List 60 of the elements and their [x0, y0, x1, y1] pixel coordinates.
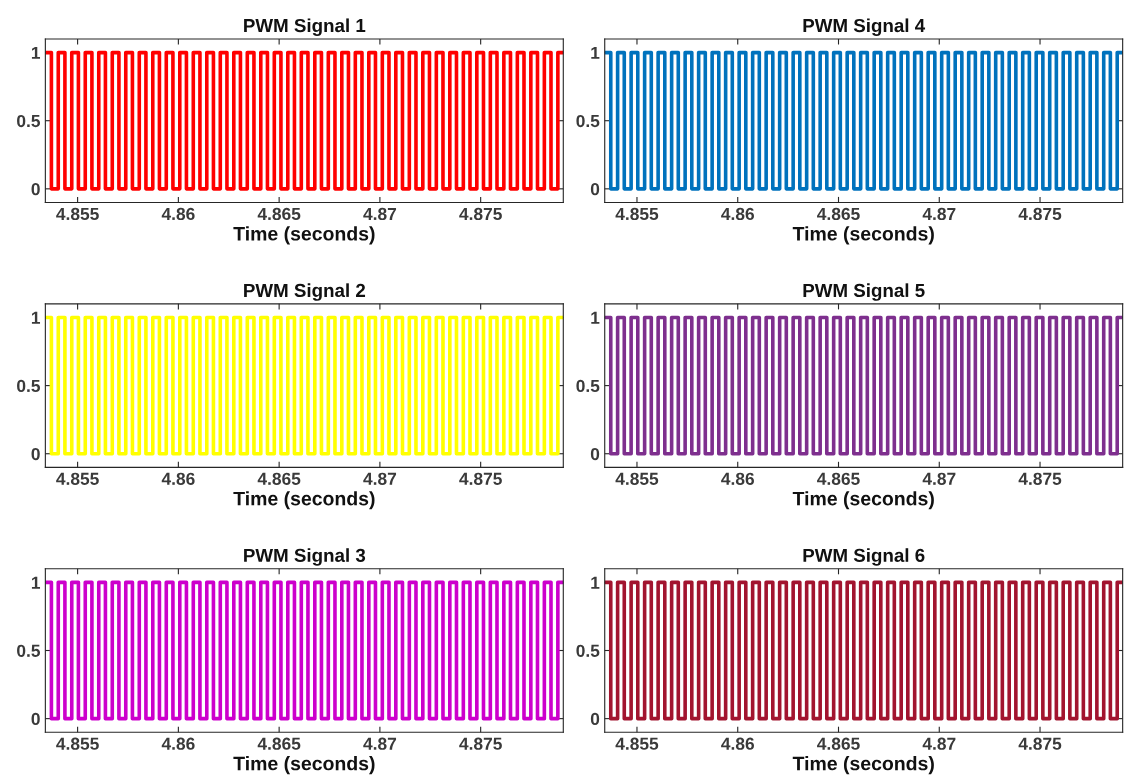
- x-tick-label: 4.875: [459, 207, 502, 221]
- chart-title: PWM Signal 3: [244, 548, 366, 566]
- y-tick-label: 0.5: [17, 644, 41, 657]
- x-tick-label: 4.87: [922, 737, 956, 750]
- y-tick-label: 0: [590, 447, 600, 461]
- x-axis-title: Time (seconds): [233, 226, 375, 245]
- x-tick-label: 4.87: [922, 472, 956, 485]
- x-tick-label: 4.865: [817, 472, 860, 485]
- x-tick-label: 4.87: [363, 737, 397, 750]
- y-tick-label: 1: [591, 46, 600, 59]
- x-axis-title: Time (seconds): [233, 756, 375, 775]
- x-tick-label: 4.87: [363, 472, 397, 485]
- x-tick-label: 4.855: [56, 472, 99, 485]
- y-tick-label: 1: [591, 576, 600, 589]
- x-tick-label: 4.86: [721, 207, 755, 221]
- y-tick-label: 0: [31, 447, 40, 461]
- x-tick-label: 4.865: [817, 737, 860, 750]
- y-tick-label: 0.5: [576, 379, 600, 393]
- x-tick-label: 4.875: [459, 472, 502, 485]
- chart-title: PWM Signal 1: [244, 18, 366, 36]
- x-tick-label: 4.86: [721, 472, 755, 485]
- x-tick-label: 4.875: [1018, 737, 1062, 750]
- x-tick-label: 4.855: [615, 737, 659, 750]
- x-axis-title: Time (seconds): [792, 226, 934, 245]
- y-tick-label: 0.5: [576, 114, 600, 128]
- chart-title: PWM Signal 6: [803, 548, 925, 566]
- x-axis-title: Time (seconds): [233, 491, 375, 510]
- x-tick-label: 4.86: [161, 207, 195, 221]
- y-tick-label: 0.5: [17, 114, 41, 128]
- x-tick-label: 4.865: [257, 207, 301, 221]
- x-tick-label: 4.875: [459, 737, 502, 750]
- x-tick-label: 4.865: [257, 737, 301, 750]
- x-tick-label: 4.865: [257, 472, 301, 485]
- y-tick-label: 0: [31, 183, 40, 196]
- y-tick-label: 0: [31, 712, 40, 726]
- y-tick-label: 0.5: [17, 379, 41, 393]
- x-tick-label: 4.855: [56, 207, 99, 221]
- x-tick-label: 4.87: [922, 207, 956, 221]
- x-tick-label: 4.875: [1018, 472, 1062, 485]
- chart-title: PWM Signal 4: [803, 18, 926, 36]
- x-axis-title: Time (seconds): [792, 491, 934, 510]
- x-tick-label: 4.855: [615, 207, 659, 221]
- y-tick-label: 0: [590, 712, 600, 726]
- chart-title: PWM Signal 2: [244, 283, 366, 301]
- x-axis-title: Time (seconds): [792, 756, 934, 775]
- y-tick-label: 1: [31, 576, 41, 589]
- x-tick-label: 4.86: [161, 737, 195, 750]
- x-tick-label: 4.86: [161, 472, 195, 485]
- x-tick-label: 4.86: [721, 737, 755, 750]
- x-tick-label: 4.875: [1018, 207, 1062, 221]
- y-tick-label: 1: [31, 46, 41, 59]
- x-tick-label: 4.87: [363, 207, 397, 221]
- y-tick-label: 0: [590, 183, 600, 196]
- y-tick-label: 0.5: [576, 644, 600, 657]
- x-tick-label: 4.855: [615, 472, 659, 485]
- x-tick-label: 4.855: [56, 737, 99, 750]
- y-tick-label: 1: [31, 311, 41, 324]
- x-tick-label: 4.865: [817, 207, 860, 221]
- chart-title: PWM Signal 5: [803, 283, 925, 301]
- y-tick-label: 1: [591, 311, 600, 324]
